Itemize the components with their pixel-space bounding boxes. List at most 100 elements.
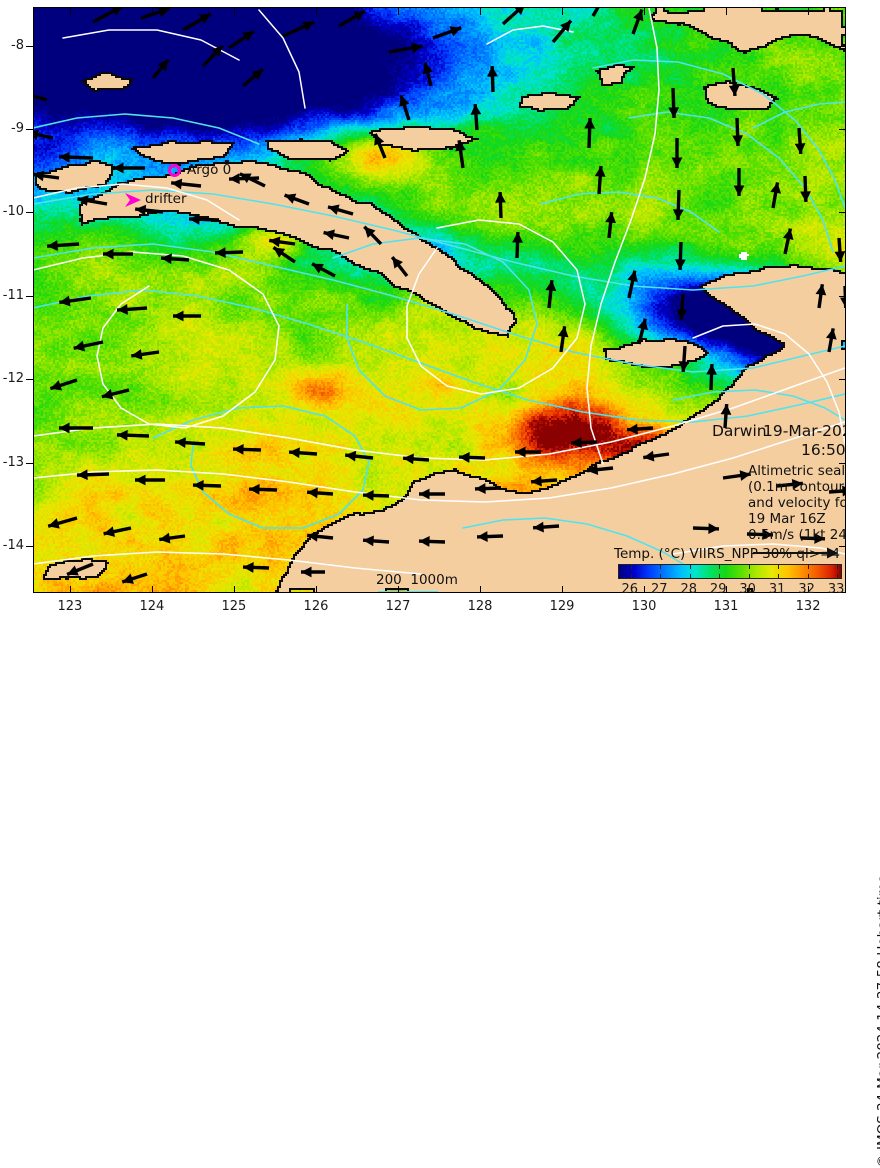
colorbar-tick [778,574,780,579]
argo-legend-label: Argo 0 [187,162,232,178]
velocity-arrow-69 [800,191,811,202]
velocity-arrow-31 [73,340,86,352]
colorbar-tick [807,574,809,579]
y-tick-mark [26,379,33,381]
velocity-arrow-103 [762,529,773,540]
drifter-legend-label: drifter [145,191,187,207]
velocity-arrow-13 [251,69,263,81]
velocity-arrow-10 [591,8,600,17]
colorbar-label-30: 30 [739,582,756,597]
argo-marker-icon[interactable] [168,164,181,177]
x-tick-mark [562,586,564,593]
x-tick-mark [315,586,317,593]
velocity-arrow-14 [157,59,169,72]
altimetry-annotation-line-4: 0.5m/s (1kt 24h) [748,527,845,543]
velocity-arrow-18 [229,173,240,185]
y-tick-label-neg9: -9 [11,120,24,136]
velocity-arrow-8 [514,8,524,15]
x-tick-label-131: 131 [713,599,739,614]
velocity-arrow-83 [77,469,88,481]
sealevel-contour-5 [692,323,845,445]
velocity-arrow-34 [101,388,114,400]
velocity-arrow-81 [571,437,582,448]
velocity-arrow-114 [834,251,845,262]
y-tick-mark-right [839,462,846,464]
velocity-arrow-118 [33,170,45,182]
bathymetry-legend-line [378,591,438,592]
velocity-arrow-48 [495,192,506,203]
colorbar-tick [689,564,691,569]
overlay-svg [33,8,845,584]
velocity-arrow-91 [531,475,542,487]
velocity-arrow-62 [678,361,690,372]
bathymetry-contour-8 [462,517,694,571]
velocity-arrow-36 [284,193,297,204]
map-plot-area[interactable]: Argo 0 drifter Darwin 19-Mar-2024 16:50Z… [33,8,845,592]
velocity-arrow-55 [627,270,638,283]
bathymetry-contour-11 [752,101,845,129]
velocity-arrow-41 [399,95,410,107]
velocity-arrow-89 [419,488,430,500]
velocity-arrow-102 [708,523,719,534]
y-tick-mark-right [839,379,846,381]
velocity-arrow-113 [720,404,732,415]
velocity-arrow-90 [475,483,486,494]
y-tick-mark-right [839,212,846,214]
velocity-arrow-54 [605,212,616,224]
y-tick-mark [26,128,33,130]
velocity-arrow-61 [676,309,688,320]
velocity-arrow-94 [48,518,60,529]
velocity-arrow-53 [594,166,606,177]
x-tick-mark [69,586,71,593]
x-tick-mark-top [480,8,481,15]
velocity-arrow-44 [392,257,403,269]
bathymetry-contour-7 [672,389,845,421]
velocity-arrow-84 [135,474,146,486]
velocity-arrow-37 [328,204,340,215]
x-tick-mark-top [726,8,728,15]
y-tick-mark [26,45,33,47]
colorbar[interactable] [618,564,842,579]
velocity-arrow-16 [113,162,124,174]
velocity-arrow-27 [323,229,335,241]
velocity-arrow-47 [487,66,498,77]
x-tick-mark-top [644,8,646,15]
velocity-arrow-11 [633,9,644,22]
colorbar-tick [689,574,691,579]
velocity-arrow-39 [312,263,324,274]
velocity-arrow-12 [211,45,223,58]
colorbar-label-27: 27 [650,582,668,597]
velocity-arrow-96 [159,532,171,544]
velocity-arrow-100 [791,479,803,490]
bathymetry-contour-9 [33,113,260,145]
velocity-arrow-19 [77,195,89,206]
altimetry-annotation-line-0: Altimetric sealevel [748,463,845,479]
x-tick-mark-top [808,8,810,15]
velocity-arrow-58 [671,157,683,168]
velocity-arrow-45 [455,140,466,152]
drifter-marker-icon[interactable] [125,193,147,207]
velocity-arrow-75 [233,443,244,455]
credit-text: © IMOS 24-Mar-2024 14:27:58 Hobart time [875,874,880,1168]
velocity-arrow-43 [364,226,376,239]
velocity-arrow-85 [193,479,204,491]
x-tick-mark [808,586,810,593]
axis-frame-top [33,7,846,8]
velocity-arrow-15 [59,151,70,163]
bathymetry-contour-3 [152,405,370,529]
y-tick-label-neg8: -8 [11,37,24,53]
velocity-arrow-73 [117,429,128,441]
y-tick-mark-right [839,45,846,47]
sealevel-contour-0 [33,251,280,429]
colorbar-label-26: 26 [621,582,639,597]
velocity-arrow-32 [131,349,143,360]
colorbar-label-29: 29 [709,582,727,597]
velocity-arrow-79 [459,452,470,463]
velocity-arrow-42 [422,62,433,75]
velocity-arrow-50 [545,280,557,292]
velocity-arrow-117 [33,132,54,140]
velocity-scale-arrow-icon [753,547,838,559]
velocity-arrow-86 [249,483,260,495]
colorbar-tick [660,564,662,569]
sealevel-contour-11 [486,25,574,45]
